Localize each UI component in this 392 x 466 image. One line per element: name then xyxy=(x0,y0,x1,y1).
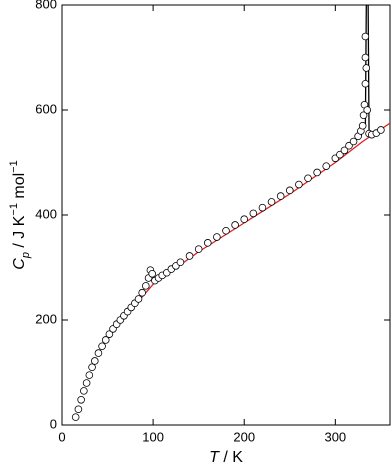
x-tick-label: 300 xyxy=(324,429,346,444)
point xyxy=(362,64,371,72)
y-tick-label: 400 xyxy=(35,206,57,221)
point xyxy=(77,395,85,404)
line xyxy=(138,122,390,301)
point xyxy=(276,192,285,200)
point xyxy=(361,53,370,62)
x-tick-label: 0 xyxy=(58,429,65,444)
plot-frame xyxy=(61,4,391,426)
point xyxy=(88,363,96,372)
point xyxy=(98,342,106,351)
point xyxy=(71,413,80,421)
y-axis-label-part: −1 xyxy=(8,203,20,216)
x-axis-label: T / K xyxy=(209,449,243,466)
y-axis-label-part: p xyxy=(20,252,32,259)
point xyxy=(377,126,385,134)
y-axis-label: Cp / J K−1 mol−1 xyxy=(8,160,32,269)
point xyxy=(105,330,114,338)
x-axis-label-part: T xyxy=(209,449,220,466)
point xyxy=(304,174,312,183)
x-tick-label: 200 xyxy=(233,429,255,444)
point xyxy=(148,269,157,278)
point xyxy=(322,162,331,170)
point xyxy=(361,79,370,88)
point xyxy=(176,258,185,267)
point xyxy=(285,186,294,195)
point xyxy=(85,371,94,379)
point xyxy=(349,137,358,146)
y-tick-label: 0 xyxy=(50,416,57,431)
point xyxy=(359,111,368,120)
point xyxy=(340,146,349,155)
point xyxy=(185,252,194,260)
y-tick-label: 600 xyxy=(35,101,57,116)
y-axis-label-part: / J K xyxy=(11,215,28,252)
point xyxy=(82,379,91,387)
point xyxy=(80,387,88,395)
y-axis-label-part: mol xyxy=(11,173,28,203)
point xyxy=(91,357,99,365)
y-axis-label-part: C xyxy=(11,258,28,270)
point xyxy=(213,233,221,241)
point xyxy=(267,198,276,206)
point xyxy=(134,295,143,303)
point xyxy=(358,121,367,130)
y-tick-label: 200 xyxy=(35,311,57,326)
point xyxy=(101,336,110,344)
y-axis-label-part: −1 xyxy=(8,160,20,173)
point xyxy=(138,288,146,297)
point xyxy=(142,282,150,290)
x-tick-label: 100 xyxy=(142,429,164,444)
point xyxy=(258,203,267,212)
point xyxy=(240,215,249,224)
x-axis-label-part: / K xyxy=(219,449,243,466)
point xyxy=(222,226,230,235)
point xyxy=(74,405,83,414)
point xyxy=(203,239,212,247)
point xyxy=(313,168,321,177)
point xyxy=(295,180,303,189)
y-tick-label: 800 xyxy=(35,0,57,11)
point xyxy=(194,245,203,253)
point xyxy=(249,209,258,218)
point xyxy=(94,349,103,357)
point xyxy=(361,32,370,41)
point xyxy=(363,106,372,114)
point xyxy=(231,221,239,229)
